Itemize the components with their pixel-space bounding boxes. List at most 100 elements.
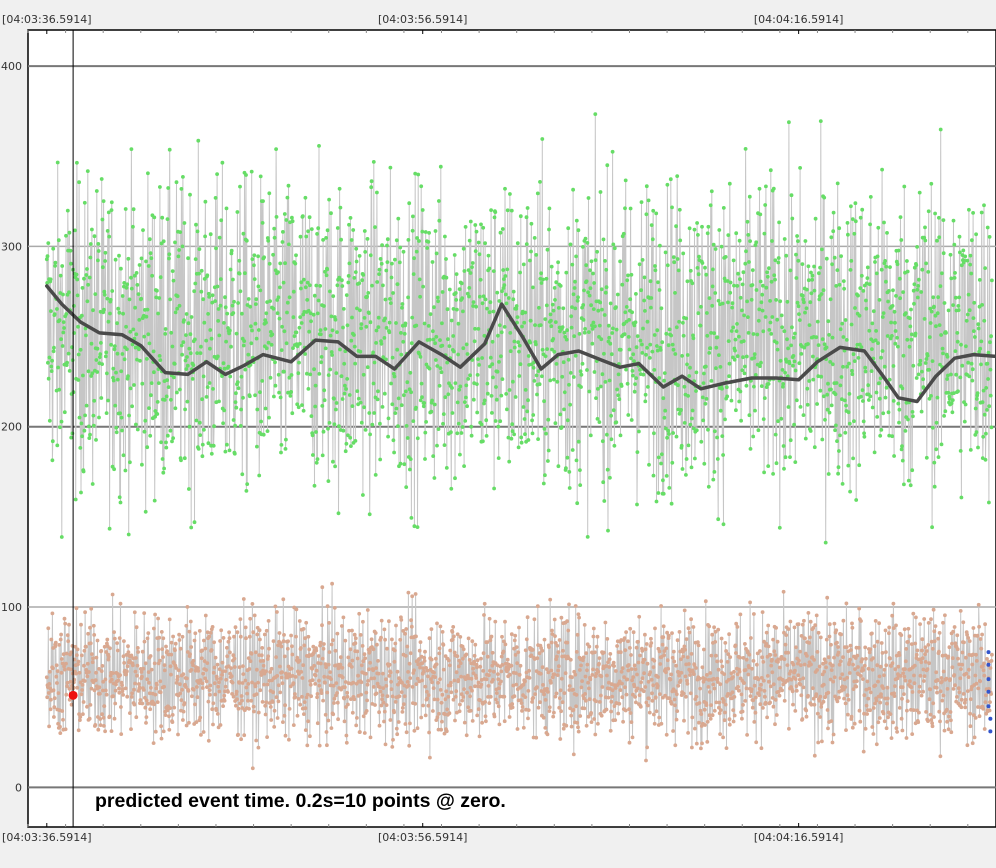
- series-0-point: [792, 423, 796, 427]
- series-1-point: [673, 743, 677, 747]
- series-0-point: [649, 306, 653, 310]
- series-0-point: [882, 311, 886, 315]
- series-0-point: [78, 446, 82, 450]
- series-1-point: [482, 651, 486, 655]
- series-0-point: [434, 358, 438, 362]
- series-1-point: [913, 642, 917, 646]
- series-1-point: [475, 714, 479, 718]
- series-0-point: [808, 300, 812, 304]
- series-1-point: [703, 723, 707, 727]
- series-1-point: [178, 638, 182, 642]
- series-0-point: [157, 381, 161, 385]
- series-1-point: [591, 668, 595, 672]
- series-0-point: [709, 203, 713, 207]
- series-1-point: [210, 648, 214, 652]
- series-1-point: [168, 706, 172, 710]
- series-0-point: [639, 288, 643, 292]
- series-0-point: [349, 216, 353, 220]
- series-0-point: [599, 190, 603, 194]
- series-1-point: [623, 648, 627, 652]
- series-1-point: [247, 707, 251, 711]
- series-1-point: [516, 727, 520, 731]
- series-1-point: [497, 686, 501, 690]
- series-0-point: [339, 238, 343, 242]
- series-1-point: [459, 675, 463, 679]
- series-1-point: [353, 633, 357, 637]
- series-0-point: [354, 439, 358, 443]
- series-0-point: [910, 338, 914, 342]
- series-0-point: [615, 328, 619, 332]
- series-1-point: [658, 692, 662, 696]
- series-1-point: [531, 696, 535, 700]
- series-1-point: [880, 641, 884, 645]
- series-0-point: [378, 458, 382, 462]
- series-1-point: [401, 710, 405, 714]
- series-1-point: [921, 690, 925, 694]
- series-0-point: [375, 191, 379, 195]
- series-0-point: [369, 253, 373, 257]
- series-0-point: [189, 332, 193, 336]
- series-1-point: [927, 661, 931, 665]
- series-1-point: [686, 682, 690, 686]
- series-0-point: [649, 279, 653, 283]
- series-0-point: [351, 228, 355, 232]
- series-0-point: [936, 295, 940, 299]
- series-0-point: [957, 296, 961, 300]
- series-1-point: [864, 657, 868, 661]
- series-1-point: [714, 654, 718, 658]
- series-1-point: [411, 685, 415, 689]
- series-0-point: [101, 218, 105, 222]
- series-0-point: [512, 290, 516, 294]
- series-0-point: [310, 227, 314, 231]
- series-1-point: [684, 695, 688, 699]
- series-0-point: [906, 270, 910, 274]
- series-1-point: [358, 730, 362, 734]
- series-0-point: [619, 348, 623, 352]
- series-1-point: [46, 626, 50, 630]
- series-0-point: [572, 334, 576, 338]
- series-1-point: [527, 689, 531, 693]
- series-0-point: [842, 335, 846, 339]
- series-1-point: [945, 708, 949, 712]
- series-0-point: [825, 257, 829, 261]
- series-1-point: [87, 670, 91, 674]
- series-0-point: [798, 166, 802, 170]
- series-1-point: [419, 716, 423, 720]
- series-0-point: [239, 289, 243, 293]
- series-1-point: [514, 683, 518, 687]
- series-1-point: [679, 679, 683, 683]
- series-1-point: [77, 728, 81, 732]
- series-0-point: [762, 471, 766, 475]
- series-1-point: [298, 703, 302, 707]
- series-0-point: [396, 424, 400, 428]
- series-1-point: [211, 625, 215, 629]
- series-0-point: [353, 362, 357, 366]
- series-1-point: [695, 742, 699, 746]
- series-0-point: [733, 349, 737, 353]
- series-1-point: [320, 691, 324, 695]
- series-1-point: [98, 692, 102, 696]
- series-1-point: [134, 656, 138, 660]
- series-0-point: [199, 351, 203, 355]
- series-1-point: [793, 669, 797, 673]
- series-0-point: [602, 499, 606, 503]
- series-0-point: [268, 262, 272, 266]
- series-0-point: [676, 257, 680, 261]
- series-0-point: [924, 361, 928, 365]
- series-0-point: [944, 331, 948, 335]
- series-0-point: [247, 297, 251, 301]
- series-1-point: [218, 639, 222, 643]
- series-1-point: [572, 708, 576, 712]
- series-0-point: [935, 421, 939, 425]
- series-1-point: [91, 656, 95, 660]
- series-0-point: [596, 309, 600, 313]
- series-1-point: [224, 669, 228, 673]
- series-0-point: [669, 177, 673, 181]
- series-1-point: [658, 662, 662, 666]
- series-0-point: [971, 211, 975, 215]
- series-1-point: [453, 719, 457, 723]
- series-1-point: [643, 685, 647, 689]
- series-0-point: [690, 281, 694, 285]
- series-0-point: [849, 268, 853, 272]
- series-0-point: [437, 219, 441, 223]
